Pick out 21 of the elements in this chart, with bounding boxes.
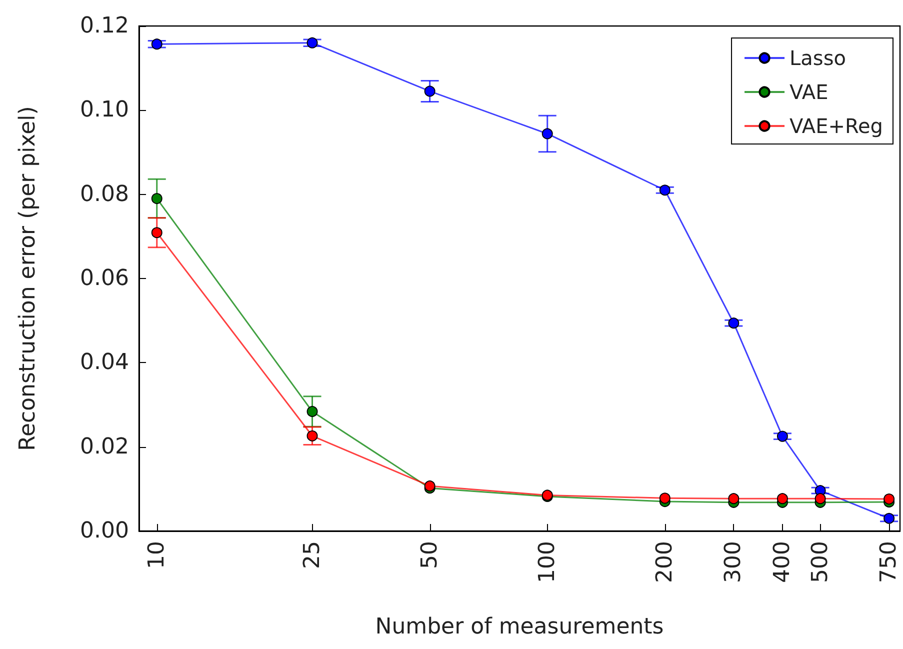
x-tick-label: 10 [144, 541, 170, 569]
legend-label: Lasso [790, 46, 846, 70]
legend-label: VAE+Reg [790, 114, 884, 138]
y-axis-title: Reconstruction error (per pixel) [16, 106, 40, 451]
x-tick-label: 100 [534, 541, 560, 583]
y-tick-label: 0.06 [80, 266, 129, 291]
x-axis-title: Number of measurements [375, 614, 664, 640]
y-tick-label: 0.04 [80, 350, 129, 376]
y-tick-label: 0.02 [80, 434, 129, 460]
y-tick-label: 0.08 [80, 182, 129, 207]
y-tick-label: 0.12 [80, 14, 129, 38]
x-tick-label: 25 [300, 541, 325, 569]
legend-label: VAE [790, 80, 828, 104]
x-tick-label: 50 [417, 541, 442, 569]
x-tick-label: 750 [876, 541, 902, 583]
x-tick-label: 500 [808, 541, 833, 583]
y-tick-label: 0.00 [80, 518, 129, 544]
y-tick-label: 0.10 [80, 98, 129, 123]
x-tick-label: 200 [652, 541, 678, 583]
x-tick-label: 400 [770, 541, 795, 583]
x-tick-label: 300 [721, 541, 746, 583]
